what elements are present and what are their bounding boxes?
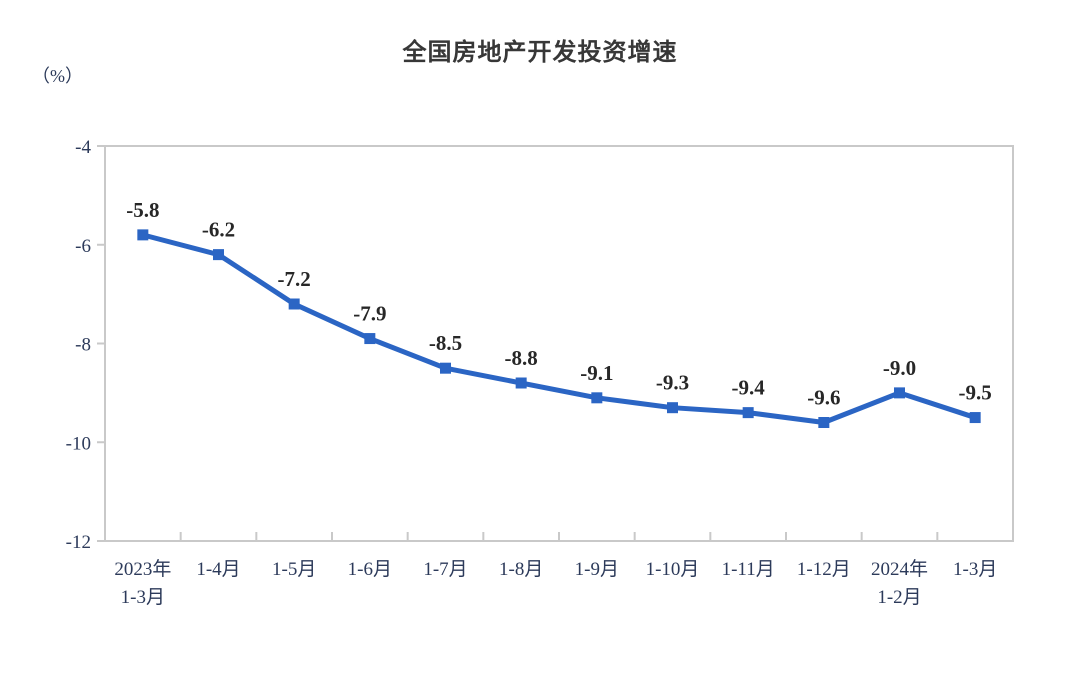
data-point-marker xyxy=(894,387,905,399)
x-tick-label: 1-2月 xyxy=(877,587,921,608)
data-point-marker xyxy=(440,362,451,374)
data-point-marker xyxy=(742,407,754,419)
data-point-label: -7.9 xyxy=(353,302,386,326)
y-tick-label: -8 xyxy=(75,335,91,356)
data-point-marker xyxy=(364,333,376,345)
y-tick-label: -12 xyxy=(66,532,91,553)
data-point-marker xyxy=(288,298,300,310)
data-point-label: -8.5 xyxy=(429,331,462,355)
data-point-label: -9.0 xyxy=(883,356,916,380)
data-point-label: -8.8 xyxy=(505,346,538,370)
data-point-marker xyxy=(213,249,224,261)
data-point-label: -9.4 xyxy=(732,376,766,400)
y-tick-label: -6 xyxy=(75,236,91,257)
data-point-label: -7.2 xyxy=(278,267,311,291)
data-point-label: -9.1 xyxy=(580,361,613,385)
data-point-marker xyxy=(515,377,527,389)
data-point-label: -9.3 xyxy=(656,371,689,395)
data-point-marker xyxy=(969,412,981,424)
x-tick-label: 1-9月 xyxy=(575,559,619,580)
data-point-marker xyxy=(137,229,149,241)
data-point-marker xyxy=(591,392,603,404)
x-tick-label: 1-5月 xyxy=(272,559,316,580)
data-point-label: -9.6 xyxy=(807,386,840,410)
data-point-label: -6.2 xyxy=(202,218,235,242)
y-tick-label: -10 xyxy=(66,433,91,454)
chart-title: 全国房地产开发投资增速 xyxy=(402,39,678,66)
x-tick-label: 2024年 xyxy=(871,558,928,580)
y-tick-label: -4 xyxy=(75,137,91,158)
plot-border xyxy=(104,145,1014,542)
data-point-marker xyxy=(818,417,830,428)
data-point-marker xyxy=(667,402,678,414)
x-tick-label: 1-3月 xyxy=(953,559,997,580)
data-point-label: -9.5 xyxy=(959,381,992,405)
x-tick-label: 1-12月 xyxy=(797,559,851,580)
x-tick-label: 1-11月 xyxy=(722,559,775,580)
x-tick-label: 1-7月 xyxy=(423,559,467,580)
x-tick-label: 1-8月 xyxy=(499,559,543,580)
x-tick-label: 2023年 xyxy=(114,558,171,580)
x-tick-label: 1-10月 xyxy=(646,559,700,580)
series-line xyxy=(140,232,978,425)
data-point-label: -5.8 xyxy=(126,198,159,222)
x-tick-label: 1-6月 xyxy=(348,559,392,580)
x-tick-label: 1-3月 xyxy=(121,587,165,608)
x-tick-label: 1-4月 xyxy=(196,559,240,580)
y-axis-unit-label: （%） xyxy=(32,66,83,86)
